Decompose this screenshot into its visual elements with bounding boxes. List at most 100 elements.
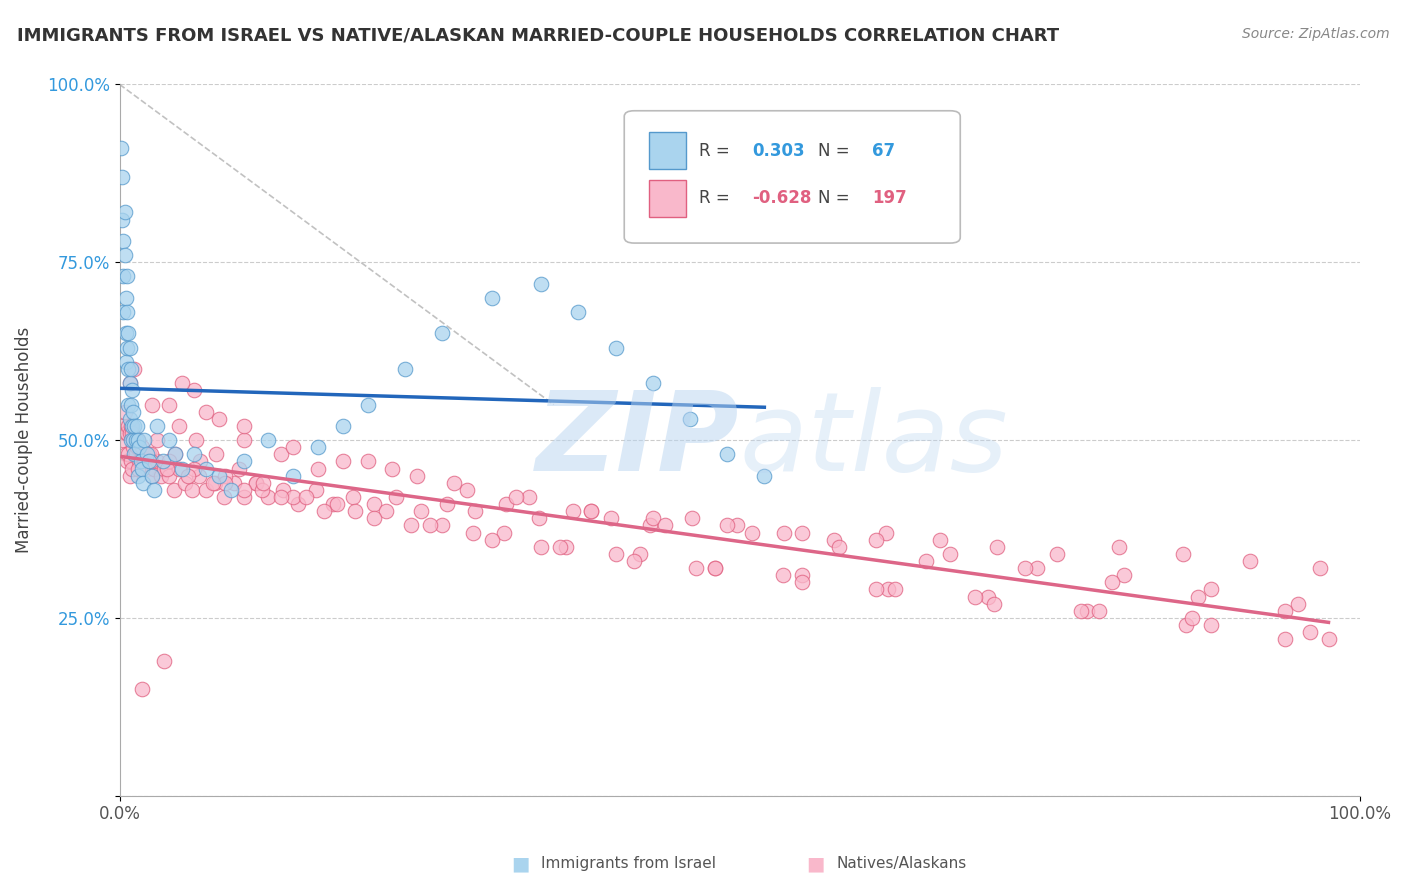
Point: [117, 326, 139, 341]
Point: [125, 433, 148, 447]
Point: [121, 418, 143, 433]
Text: IMMIGRANTS FROM ISRAEL VS NATIVE/ALASKAN MARRIED-COUPLE HOUSEHOLDS CORRELATION C: IMMIGRANTS FROM ISRAEL VS NATIVE/ALASKAN…: [17, 27, 1059, 45]
Point: [877, 582, 900, 597]
Point: [517, 490, 540, 504]
Point: [1014, 561, 1036, 575]
Point: [623, 554, 645, 568]
Point: [163, 483, 186, 497]
Point: [1112, 568, 1135, 582]
Point: [406, 468, 429, 483]
Point: [325, 497, 347, 511]
Point: [1026, 561, 1049, 575]
Point: [127, 468, 149, 483]
Point: [114, 425, 136, 440]
FancyBboxPatch shape: [650, 180, 686, 217]
Point: [114, 447, 136, 461]
Point: [121, 461, 143, 475]
Point: [495, 497, 517, 511]
Point: [409, 504, 432, 518]
Point: [117, 362, 139, 376]
Point: [141, 468, 163, 483]
Point: [114, 326, 136, 341]
Point: [270, 447, 292, 461]
Point: [118, 411, 141, 425]
Point: [257, 433, 280, 447]
Point: [1317, 632, 1340, 647]
Point: [342, 490, 364, 504]
Point: [153, 654, 176, 668]
Point: [492, 525, 515, 540]
Point: [139, 454, 162, 468]
Text: 67: 67: [872, 142, 896, 160]
Point: [283, 440, 305, 454]
Point: [120, 454, 142, 468]
Point: [1286, 597, 1309, 611]
Point: [195, 483, 218, 497]
Point: [195, 461, 218, 475]
Text: Natives/Alaskans: Natives/Alaskans: [837, 856, 967, 871]
Point: [363, 511, 385, 525]
Point: [112, 269, 135, 284]
Point: [641, 376, 664, 391]
Point: [183, 384, 205, 398]
Point: [555, 540, 578, 554]
Point: [214, 468, 236, 483]
Point: [322, 497, 344, 511]
Point: [120, 433, 142, 447]
Point: [232, 433, 254, 447]
Point: [124, 418, 146, 433]
Point: [773, 525, 796, 540]
Point: [385, 490, 408, 504]
Point: [332, 418, 354, 433]
Point: [481, 291, 503, 305]
Point: [790, 568, 813, 582]
Point: [245, 475, 267, 490]
Point: [579, 504, 602, 518]
Point: [131, 681, 153, 696]
Point: [114, 404, 136, 418]
Point: [114, 355, 136, 369]
Point: [443, 475, 465, 490]
Point: [208, 411, 231, 425]
Point: [1309, 561, 1331, 575]
Point: [654, 518, 676, 533]
Point: [134, 454, 156, 468]
Point: [124, 433, 146, 447]
Point: [1274, 604, 1296, 618]
FancyBboxPatch shape: [624, 111, 960, 243]
Point: [134, 433, 156, 447]
Point: [183, 461, 205, 475]
Point: [146, 454, 169, 468]
Point: [883, 582, 905, 597]
Point: [1076, 604, 1098, 618]
Point: [344, 504, 367, 518]
Point: [112, 433, 135, 447]
Point: [1046, 547, 1069, 561]
Point: [111, 169, 134, 184]
Point: [153, 461, 176, 475]
Point: [127, 433, 149, 447]
Point: [232, 490, 254, 504]
Point: [114, 248, 136, 262]
Text: Source: ZipAtlas.com: Source: ZipAtlas.com: [1241, 27, 1389, 41]
Point: [232, 483, 254, 497]
Point: [965, 590, 987, 604]
Point: [180, 483, 202, 497]
Point: [530, 277, 553, 291]
Point: [157, 468, 180, 483]
Point: [138, 454, 160, 468]
Point: [983, 597, 1005, 611]
Point: [167, 418, 190, 433]
Point: [232, 454, 254, 468]
Point: [124, 447, 146, 461]
Text: -0.628: -0.628: [752, 189, 811, 207]
Point: [201, 475, 224, 490]
Point: [703, 561, 725, 575]
Point: [132, 475, 155, 490]
Point: [294, 490, 316, 504]
Point: [914, 554, 936, 568]
Point: [828, 540, 851, 554]
Point: [939, 547, 962, 561]
Point: [875, 525, 897, 540]
Point: [419, 518, 441, 533]
